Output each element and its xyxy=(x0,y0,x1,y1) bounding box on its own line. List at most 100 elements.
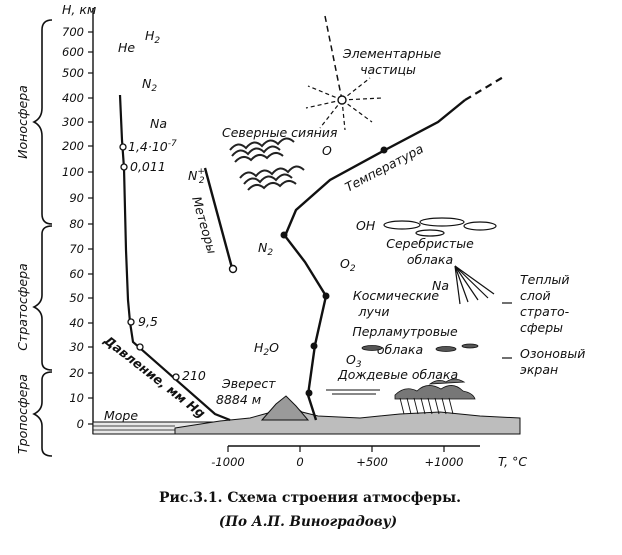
land-profile xyxy=(174,397,521,435)
y-tick-label: 700 xyxy=(62,25,84,39)
layer-ionosphere: Ионосфера xyxy=(15,85,30,159)
x-tick-labels: -1000 0 +500 +1000 xyxy=(211,455,463,469)
y-tick-label: 40 xyxy=(69,316,84,330)
y-tick-label: 70 xyxy=(69,242,84,256)
nacreous-cloud-icon xyxy=(361,343,479,352)
x-tick-label: 0 xyxy=(296,455,303,469)
aurora-icon xyxy=(229,137,305,191)
noctilucent-label: облака xyxy=(407,252,453,267)
particles-label: частицы xyxy=(360,62,416,77)
pressure-point xyxy=(127,318,135,326)
gas-he: He xyxy=(118,40,135,55)
gas-o-atom: O xyxy=(322,143,332,158)
ozone-label: экран xyxy=(520,362,558,377)
gas-na-top: Na xyxy=(150,116,167,131)
temperature-point xyxy=(380,146,388,154)
gas-o2: O2 xyxy=(340,256,356,274)
pressure-value: 9,5 xyxy=(138,314,158,329)
pressure-point xyxy=(172,373,180,381)
particles-label: Элементарные xyxy=(342,46,442,61)
pressure-value: 0,011 xyxy=(130,159,166,174)
noctilucent-cloud-icon xyxy=(383,217,497,237)
aurora-label: Северные сияния xyxy=(222,125,338,140)
ground-and-sea xyxy=(92,395,521,435)
temperature-points xyxy=(280,146,388,397)
cosmic-rays-icon xyxy=(454,265,495,305)
sea-label: Море xyxy=(104,408,138,423)
pressure-point xyxy=(119,143,127,151)
warm-layer-label: страто- xyxy=(520,304,570,319)
y-tick-labels: 700 600 500 400 300 200 100 90 80 70 60 … xyxy=(62,25,84,431)
temperature-point xyxy=(310,342,318,350)
x-axis-title: T, °C xyxy=(498,454,527,469)
y-tick-label: 50 xyxy=(69,291,84,305)
cosmic-rays-label: Космические xyxy=(353,288,440,303)
y-tick-label: 80 xyxy=(69,217,84,231)
pressure-point xyxy=(120,163,128,171)
y-tick-label: 10 xyxy=(69,391,84,405)
gas-n2plus: N+ 2 xyxy=(188,167,205,186)
temperature-point xyxy=(305,389,313,397)
everest-label: Эверест xyxy=(221,376,276,391)
temperature-dashed xyxy=(464,75,506,101)
noctilucent-label: Серебристые xyxy=(386,236,474,251)
y-tick-label: 500 xyxy=(62,66,84,80)
troposphere-brace xyxy=(32,371,53,457)
caption-source: (По А.П. Виноградову) xyxy=(219,514,397,530)
y-tick-label: 100 xyxy=(62,165,84,179)
stratus-lines xyxy=(326,389,380,395)
gas-n2-top: N2 xyxy=(142,76,157,94)
y-tick-label: 300 xyxy=(62,115,84,129)
y-tick-label: 90 xyxy=(69,191,84,205)
y-axis-ticks xyxy=(88,31,93,425)
y-tick-label: 20 xyxy=(69,366,84,380)
gas-h2o: H2O xyxy=(254,340,279,358)
meteor-point xyxy=(228,264,238,274)
stratosphere-brace xyxy=(32,225,53,371)
nacreous-label: Перламутровые xyxy=(352,324,458,339)
x-tick-label: +500 xyxy=(356,455,388,469)
cosmic-rays-label: лучи xyxy=(358,304,390,319)
caption-title: Рис.3.1. Схема строения атмосферы. xyxy=(159,490,461,506)
particle-burst-icon xyxy=(305,77,383,131)
rain-clouds-label: Дождевые облака xyxy=(337,367,458,382)
pressure-value: 1,4·10-7 xyxy=(128,139,177,154)
y-axis-title: H, км xyxy=(62,2,96,17)
nacreous-label: облака xyxy=(377,342,423,357)
warm-layer-label: сферы xyxy=(520,320,563,335)
particle-center xyxy=(337,95,347,105)
gas-h2: H2 xyxy=(145,28,160,46)
rain-lines xyxy=(399,397,454,415)
layer-stratosphere: Стратосфера xyxy=(15,263,30,350)
everest-peak xyxy=(260,395,310,421)
ionosphere-brace xyxy=(32,19,53,225)
everest-height: 8884 м xyxy=(216,392,261,407)
ozone-label: Озоновый xyxy=(520,346,585,361)
temperature-point xyxy=(322,292,330,300)
layer-braces xyxy=(32,19,53,457)
y-tick-label: 30 xyxy=(69,340,84,354)
layer-troposphere: Тропосфера xyxy=(15,374,30,454)
y-tick-label: 400 xyxy=(62,91,84,105)
warm-layer-label: Теплый xyxy=(520,272,569,287)
y-tick-label: 0 xyxy=(77,417,84,431)
y-tick-label: 600 xyxy=(62,45,84,59)
pressure-points xyxy=(119,143,180,381)
x-tick-label: +1000 xyxy=(425,455,464,469)
pressure-value: 210 xyxy=(182,368,206,383)
gas-o3: O3 xyxy=(346,352,362,370)
y-tick-label: 200 xyxy=(62,139,84,153)
rain-cloud-icon xyxy=(394,378,476,400)
gas-n2-mid: N2 xyxy=(258,240,273,258)
meteor-trail xyxy=(203,167,234,269)
x-tick-label: -1000 xyxy=(211,455,244,469)
y-tick-label: 60 xyxy=(69,267,84,281)
warm-layer-label: слой xyxy=(520,288,551,303)
pressure-point xyxy=(136,343,144,351)
temperature-point xyxy=(280,231,288,239)
x-axis-ticks xyxy=(227,446,445,452)
gas-oh: OH xyxy=(356,218,376,233)
particles-dashed-line xyxy=(324,15,343,101)
gas-na-mid: Na xyxy=(432,278,449,293)
